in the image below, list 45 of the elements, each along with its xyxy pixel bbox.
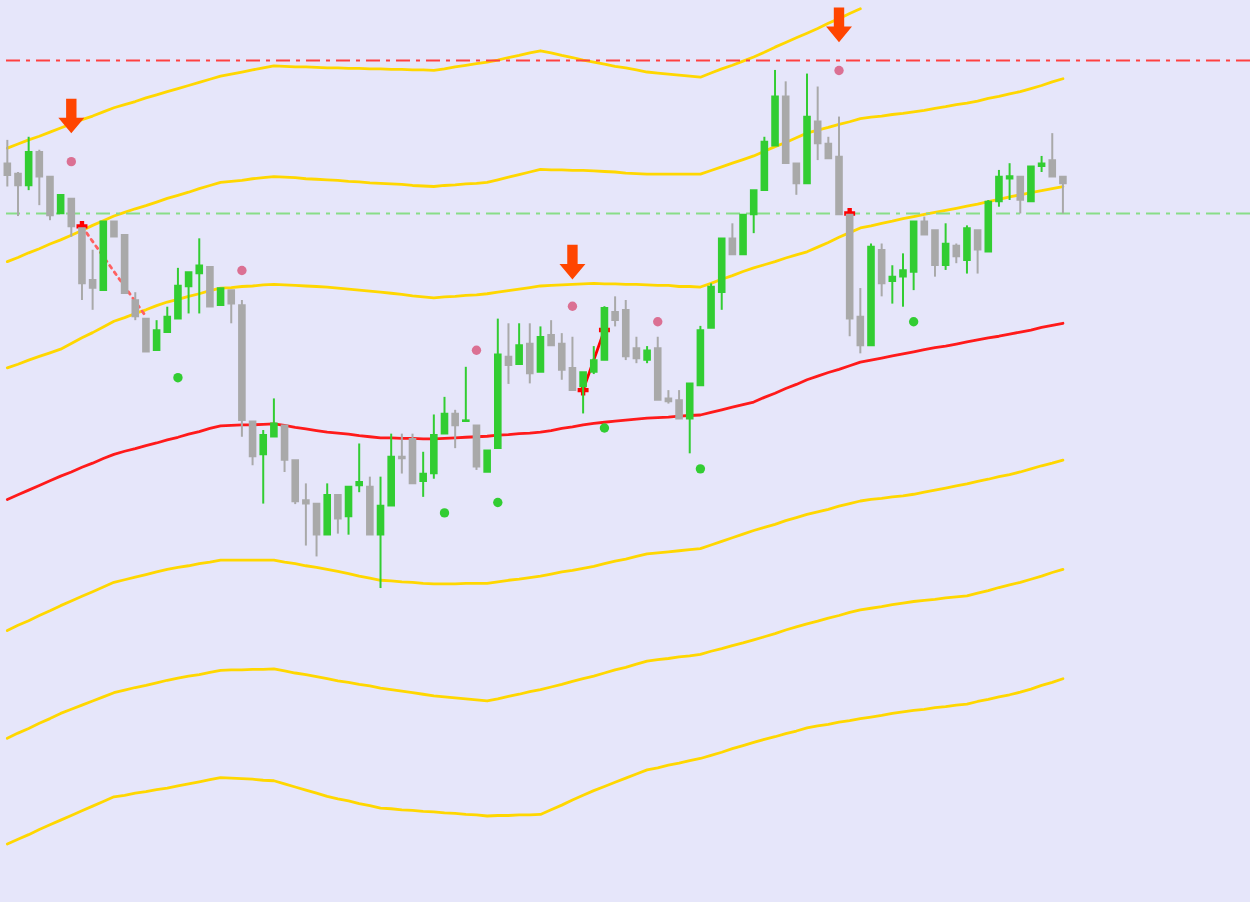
candlestick	[1016, 175, 1025, 215]
point	[599, 423, 610, 433]
candlestick	[941, 222, 950, 271]
candlestick	[24, 135, 33, 192]
candlestick	[483, 449, 491, 473]
candlestick	[813, 85, 822, 162]
candlestick	[536, 325, 545, 373]
candlestick	[515, 322, 523, 366]
candlestick	[227, 289, 236, 325]
point	[908, 317, 919, 327]
point	[826, 7, 852, 43]
candlestick	[952, 242, 961, 265]
candlestick	[56, 194, 65, 215]
point	[237, 265, 247, 276]
candlestick	[525, 322, 534, 385]
candlestick	[472, 424, 481, 471]
candlestick	[323, 482, 332, 536]
candlestick	[67, 197, 76, 238]
point	[834, 65, 844, 76]
candlestick	[856, 287, 865, 355]
candlestick	[728, 222, 737, 256]
candlestick	[973, 229, 982, 275]
point	[173, 373, 183, 383]
point	[471, 345, 482, 355]
point	[695, 464, 706, 474]
candlestick	[344, 485, 353, 536]
point	[559, 244, 586, 280]
point	[66, 156, 76, 167]
candlestick	[131, 291, 140, 322]
candlestick	[142, 317, 150, 353]
candlestick	[206, 266, 214, 308]
candlestick	[792, 162, 801, 196]
candlestick	[451, 408, 459, 450]
candlestick	[504, 322, 513, 385]
point	[58, 98, 85, 134]
candlestick	[963, 224, 971, 275]
candlestick	[440, 395, 449, 435]
point	[439, 508, 450, 518]
point	[567, 301, 578, 311]
point	[493, 497, 503, 508]
candlestick	[877, 242, 886, 298]
candlestick	[462, 365, 470, 423]
candlestick	[355, 442, 363, 494]
point	[653, 317, 663, 327]
candlestick	[334, 493, 342, 535]
